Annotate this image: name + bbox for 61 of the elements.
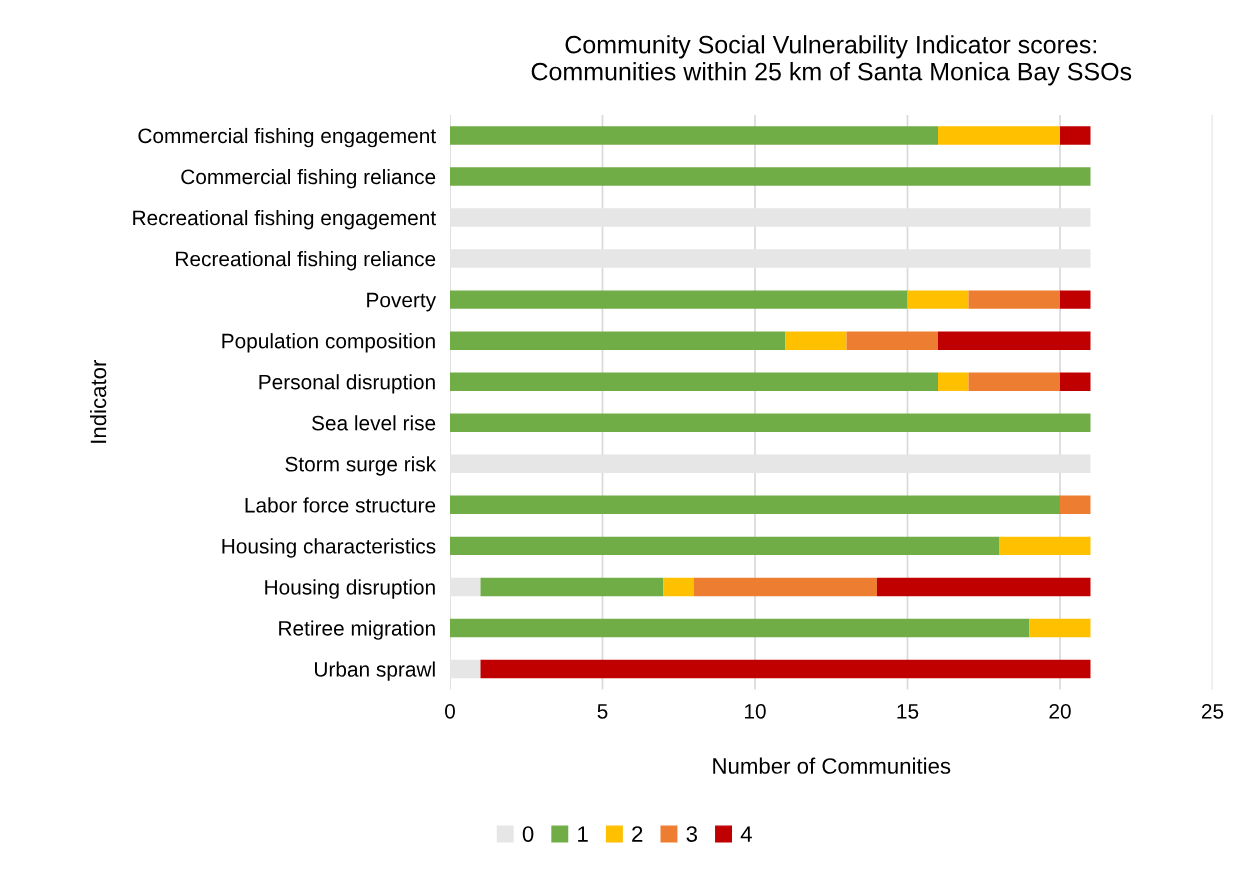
bar <box>968 372 1060 391</box>
bar <box>694 577 877 597</box>
bar <box>450 208 1091 227</box>
bar <box>938 331 1091 350</box>
bar <box>1060 495 1091 515</box>
y-tick-label: Sea level rise <box>312 415 436 431</box>
y-tick-label: Poverty <box>367 292 437 312</box>
y-axis-title: Indicator <box>89 359 107 443</box>
bar <box>907 290 969 309</box>
bar <box>1029 618 1091 638</box>
y-tick-label: Personal disruption <box>259 374 435 394</box>
bar <box>450 249 1091 268</box>
bar <box>450 495 1060 515</box>
bar <box>450 126 938 145</box>
bar <box>663 577 694 597</box>
x-tick-label: 5 <box>597 704 608 719</box>
bar <box>846 331 938 350</box>
y-tick-label: Storm surge risk <box>285 456 437 476</box>
bar <box>938 126 1060 145</box>
chart-title: Community Social Vulnerability Indicator scores: Communities within 25 km of Santa Monica Bay SSOs <box>531 35 1132 86</box>
y-tick-label: Commercial fishing engagement <box>138 127 436 148</box>
legend-label: 3 <box>686 826 698 842</box>
legend-label: 4 <box>740 826 752 842</box>
x-tick-label: 25 <box>1201 703 1224 719</box>
y-tick-label: Population composition <box>222 333 435 353</box>
bar <box>877 577 1091 597</box>
bar <box>968 290 1060 309</box>
bar <box>450 577 481 597</box>
bar <box>450 290 908 309</box>
bar <box>1060 290 1091 309</box>
x-axis-title: Number of Communities <box>713 757 951 774</box>
bar <box>450 413 1091 432</box>
legend-label: 2 <box>632 826 643 842</box>
y-tick-label: Housing disruption <box>265 579 435 599</box>
bar <box>450 618 1030 638</box>
bar <box>999 536 1091 556</box>
bar <box>480 577 664 597</box>
bar <box>450 454 1091 474</box>
bar <box>450 659 481 679</box>
bar <box>450 331 786 350</box>
y-tick-label: Recreational fishing reliance <box>176 251 436 271</box>
x-tick-label: 20 <box>1049 703 1071 719</box>
y-tick-label: Labor force structure <box>245 497 436 513</box>
y-tick-label: Urban sprawl <box>314 661 435 681</box>
bar <box>450 167 1091 186</box>
y-tick-label: Recreational fishing engagement <box>133 209 436 230</box>
legend-label: 1 <box>578 826 588 842</box>
bar <box>450 372 938 391</box>
bar <box>1060 126 1091 145</box>
bar <box>785 331 847 350</box>
x-tick-label: 10 <box>745 703 766 719</box>
bar <box>480 659 1091 679</box>
bar <box>938 372 969 391</box>
y-tick-label: Retiree migration <box>279 620 435 640</box>
y-tick-label: Housing characteristics <box>222 538 436 558</box>
x-tick-label: 15 <box>897 704 919 719</box>
y-tick-label: Commercial fishing reliance <box>181 168 436 189</box>
legend-label: 0 <box>522 826 534 842</box>
bar <box>1060 372 1091 391</box>
bar <box>450 536 999 556</box>
x-tick-label: 0 <box>445 703 455 719</box>
